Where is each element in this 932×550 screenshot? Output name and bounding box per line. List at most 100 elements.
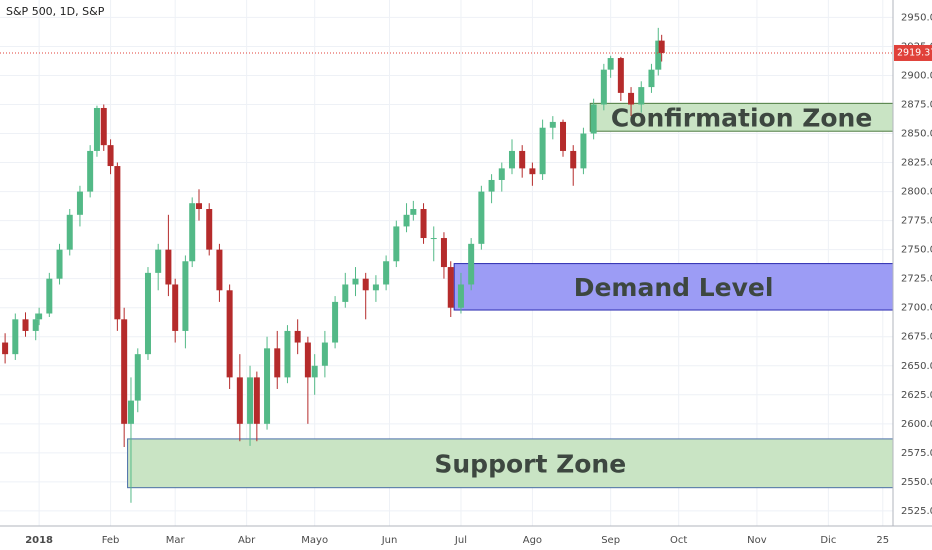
candle-body — [216, 249, 223, 291]
candle-body — [600, 69, 607, 105]
y-tick-label: 2875.00 — [901, 100, 932, 111]
candle-body — [590, 104, 597, 134]
candle-body — [114, 166, 121, 320]
candle-body — [226, 290, 233, 378]
x-tick-label: Jul — [454, 535, 467, 546]
x-tick-label: Feb — [102, 535, 120, 546]
candle-body — [468, 243, 475, 285]
y-tick-label: 2725.00 — [901, 274, 932, 285]
candle-body — [22, 319, 29, 331]
candle-body — [284, 330, 291, 378]
x-tick-label: Dic — [820, 535, 836, 546]
candle-body — [172, 284, 179, 331]
y-tick-label: 2750.00 — [901, 245, 932, 256]
candle-body — [165, 249, 172, 285]
candle-body — [420, 209, 427, 239]
candle-body — [560, 121, 567, 151]
x-tick-label: Mar — [166, 535, 186, 546]
candle-body — [46, 278, 53, 314]
candle-body — [457, 284, 464, 308]
candle-body — [93, 107, 100, 151]
zone-label: Demand Level — [574, 273, 774, 302]
zone — [127, 438, 894, 489]
candle-body — [498, 168, 505, 180]
candle-body — [2, 342, 9, 355]
candle-body — [247, 377, 254, 424]
candle-body — [236, 377, 243, 424]
y-tick-label: 2775.00 — [901, 216, 932, 227]
candle-body — [274, 348, 281, 378]
y-tick-label: 2675.00 — [901, 332, 932, 343]
candle-body — [638, 87, 645, 105]
candle-body — [196, 203, 203, 210]
candle-body — [447, 267, 454, 308]
candle-body — [617, 58, 624, 93]
zone-label: Confirmation Zone — [611, 103, 872, 132]
last-price-label: 2919.37 — [897, 47, 932, 58]
zone-label: Support Zone — [434, 449, 626, 478]
x-tick-label: Jun — [381, 535, 398, 546]
zone — [453, 263, 894, 311]
candle-body — [56, 249, 63, 279]
candle-body — [383, 261, 390, 285]
candle-body — [206, 209, 213, 250]
y-tick-label: 2525.00 — [901, 506, 932, 517]
candle-body — [66, 214, 73, 250]
y-tick-label: 2550.00 — [901, 477, 932, 488]
y-tick-label: 2850.00 — [901, 129, 932, 140]
candle-body — [607, 58, 614, 70]
candle-body — [342, 284, 349, 302]
candle-body — [403, 214, 410, 227]
x-tick-label: Ago — [523, 535, 542, 546]
x-tick-label: 25 — [876, 535, 889, 546]
zone — [589, 102, 894, 132]
candle-body — [628, 92, 635, 105]
candle-body — [410, 209, 417, 215]
candle-body — [580, 133, 587, 169]
plot: Confirmation Zone Demand Level Support Zon… — [0, 0, 894, 526]
candle-body — [539, 127, 546, 175]
y-tick-label: 2625.00 — [901, 390, 932, 401]
x-tick-label: Mayo — [301, 535, 328, 546]
y-tick-label: 2575.00 — [901, 448, 932, 459]
candle-body — [655, 40, 662, 70]
candle-body — [430, 238, 437, 240]
candle-body — [648, 69, 655, 88]
candle-body — [393, 226, 400, 262]
candle-body — [519, 150, 526, 169]
y-tick-label: 2650.00 — [901, 361, 932, 372]
candle-body — [155, 249, 162, 273]
x-tick-label: 2018 — [25, 535, 53, 546]
candle-body — [488, 179, 495, 192]
candle-body — [134, 354, 141, 401]
candle-body — [12, 319, 19, 355]
candle-body — [332, 301, 339, 343]
candle-body — [36, 313, 43, 320]
candle-body — [264, 348, 271, 424]
candle-body — [304, 342, 311, 378]
x-tick-label: Abr — [238, 535, 256, 546]
x-tick-label: Oct — [670, 535, 687, 546]
candle-body — [76, 191, 83, 215]
y-tick-label: 2900.00 — [901, 70, 932, 81]
candle-body — [32, 319, 39, 331]
y-tick-label: 2825.00 — [901, 158, 932, 169]
candle-body — [570, 150, 577, 169]
candle-body — [127, 400, 134, 424]
candle-body — [311, 365, 318, 378]
candle-body — [362, 278, 369, 291]
candle-body — [107, 145, 114, 167]
candle-body — [529, 168, 536, 175]
candle-body — [294, 330, 301, 343]
candle-body — [372, 284, 379, 291]
candle-body — [440, 238, 447, 268]
last-price-tag — [894, 44, 932, 61]
y-tick-label: 2600.00 — [901, 419, 932, 430]
candle-body — [352, 278, 359, 285]
y-tick-label: 2800.00 — [901, 187, 932, 198]
y-tick-label: 2950.00 — [901, 12, 932, 23]
candle-body — [182, 261, 189, 331]
x-tick-label: Sep — [601, 535, 620, 546]
y-tick-label: 2700.00 — [901, 303, 932, 314]
x-tick-label: Nov — [747, 535, 767, 546]
